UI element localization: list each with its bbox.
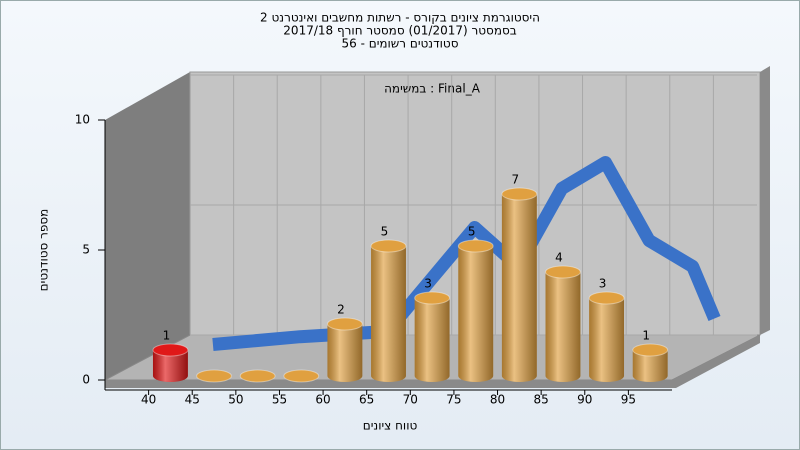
x-tick-label: 50 [228,393,243,407]
bar-shade [327,324,363,382]
x-tick-label: 95 [621,393,636,407]
left-wall [105,72,190,380]
x-tick-label: 90 [577,393,592,407]
bar-shade [152,350,188,382]
bar [152,343,189,382]
x-tick-label: 85 [534,393,549,407]
y-tick-label: 10 [75,113,90,127]
bar [370,239,407,382]
data-label: 5 [468,225,476,239]
bar [588,291,625,382]
bar-shade [501,194,537,382]
bar-top [501,187,538,201]
y-axis-label: מספר סטודנטים [37,209,51,292]
bar-top [632,343,669,357]
bar-shade [545,272,581,382]
chart-title: היסטוגרמת ציונים בקורס - רשתות מחשבים וא… [260,11,540,25]
bar-top [545,265,581,279]
floor-edge [105,335,760,388]
bar-shade [458,246,494,382]
x-tick-label: 75 [446,393,461,407]
bar [457,239,494,382]
data-label: 3 [424,277,432,291]
data-label: 7 [512,173,520,187]
x-tick-label: 40 [141,393,156,407]
x-tick-label: 65 [359,393,374,407]
x-tick-label: 45 [185,393,200,407]
bar [414,291,451,382]
data-label: 2 [337,303,345,317]
x-tick-label: 80 [490,393,505,407]
data-label: 4 [555,251,563,265]
chart-subtitle: סטודנטים רשומים - 56 [341,37,458,51]
x-tick-label: 70 [403,393,418,407]
bar-top [196,369,232,383]
bar-shade [632,350,668,382]
bar [196,369,232,383]
bar [501,187,538,382]
data-label: 3 [599,277,607,291]
bar-top [152,343,189,357]
wall-edge [760,66,770,335]
bar-top [370,239,407,253]
x-tick-label: 55 [272,393,287,407]
data-label: 1 [642,329,650,343]
bar [545,265,581,382]
data-label: 1 [163,329,171,343]
bar [326,317,363,382]
annotation: Final_A : במשימה [384,82,481,96]
bar-shade [589,298,625,382]
chart-subtitle: בסמסטר (01/2017) סמסטר חורף 2017/18 [283,24,516,38]
bar-top [239,369,276,383]
x-tick-label: 60 [315,393,330,407]
x-axis-label: טווח ציונים [363,419,418,433]
data-label: 5 [381,225,389,239]
bar-top [588,291,625,305]
bar-shade [414,298,450,382]
bar [632,343,669,382]
bar [239,369,276,383]
bar-top [283,369,320,383]
bar-top [326,317,363,331]
bar-top [414,291,451,305]
bar-top [457,239,494,253]
bar [283,369,320,383]
bar-shade [371,246,406,382]
y-tick-label: 0 [82,373,90,387]
y-tick-label: 5 [82,243,90,257]
